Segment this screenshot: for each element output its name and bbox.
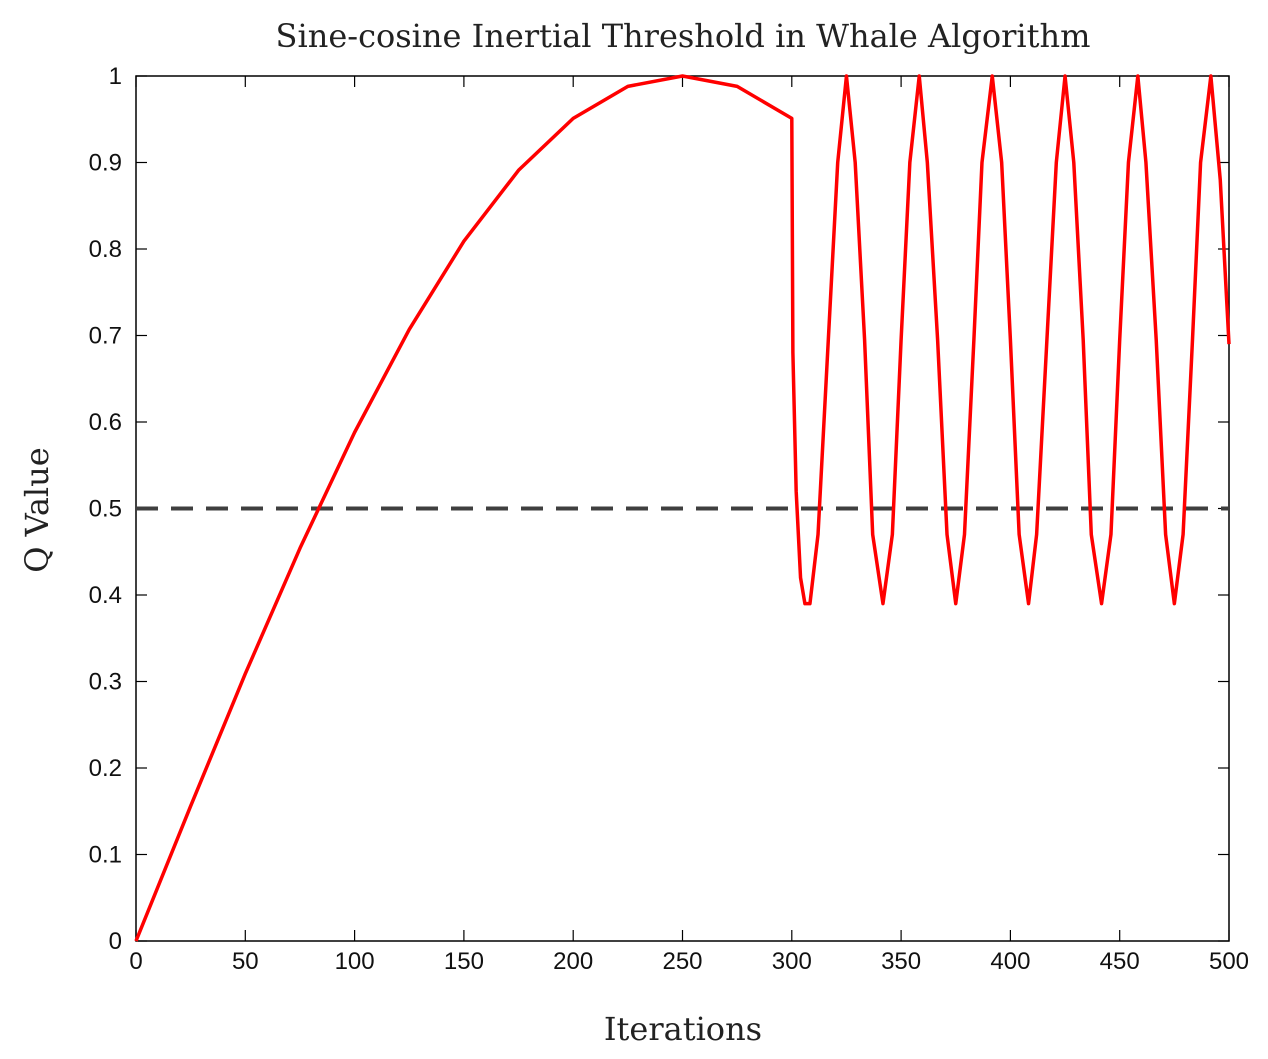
y-tick-label: 0.7	[89, 323, 122, 350]
x-tick-label: 150	[444, 948, 484, 975]
chart-title: Sine-cosine Inertial Threshold in Whale …	[276, 17, 1091, 55]
y-tick-label: 0.2	[89, 755, 122, 782]
y-tick-label: 0.8	[89, 236, 122, 263]
y-tick-label: 0	[109, 928, 122, 955]
x-tick-label: 300	[772, 948, 812, 975]
x-tick-label: 50	[232, 948, 259, 975]
y-tick-label: 0.4	[89, 582, 122, 609]
plot-area: 0 50 100 150 200 250 300 350 400 450 500 0 0.1 0.2 0.3…	[89, 63, 1249, 975]
y-tick-label: 0.6	[89, 409, 122, 436]
x-tick-label: 0	[129, 948, 142, 975]
y-tick-label: 0.9	[89, 150, 122, 177]
x-axis-label: Iterations	[604, 1010, 762, 1048]
y-axis-label: Q Value	[18, 447, 56, 572]
x-tick-label: 200	[553, 948, 593, 975]
series-layer	[134, 74, 1231, 942]
y-tick-label: 1	[109, 63, 122, 90]
x-tick-label: 450	[1100, 948, 1140, 975]
x-tick-label: 400	[990, 948, 1030, 975]
x-tick-label: 350	[881, 948, 921, 975]
x-tick-label: 500	[1209, 948, 1249, 975]
y-tick-label: 0.1	[89, 842, 122, 869]
y-tick-label: 0.3	[89, 669, 122, 696]
tick-labels: 0 50 100 150 200 250 300 350 400 450 500 0 0.1 0.2 0.3…	[89, 63, 1249, 975]
x-tick-label: 100	[335, 948, 375, 975]
y-tick-label: 0.5	[89, 496, 122, 523]
q-value-series-line	[134, 74, 1231, 942]
x-tick-label: 250	[662, 948, 702, 975]
